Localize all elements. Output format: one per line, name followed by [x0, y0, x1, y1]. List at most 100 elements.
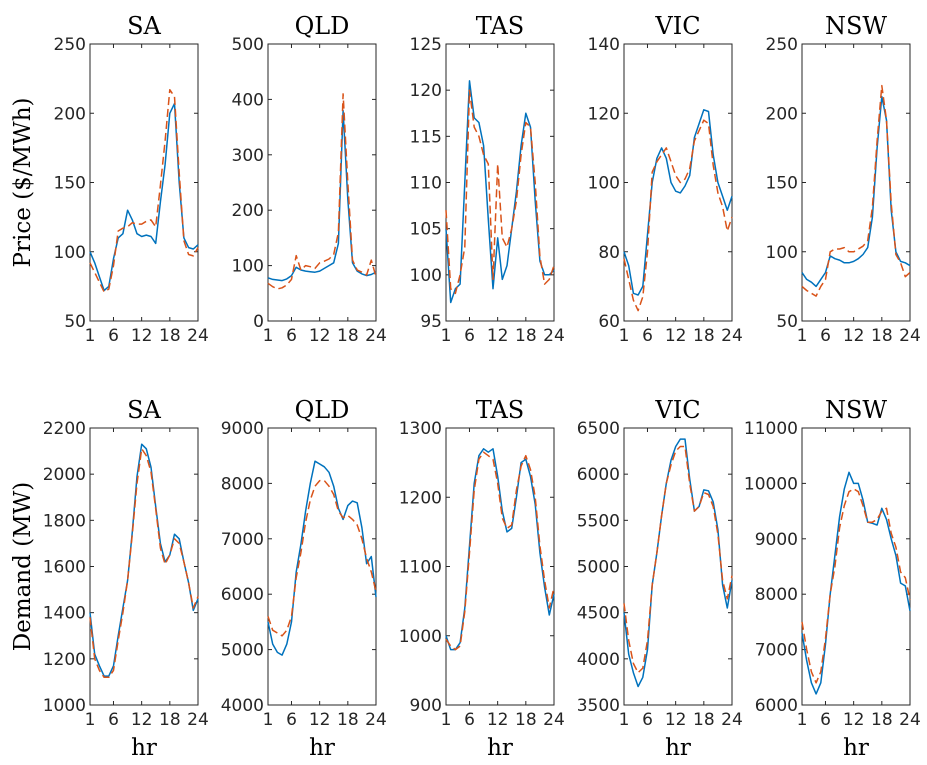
y-tick-label: 7000 — [221, 530, 264, 550]
series-line-solid — [89, 102, 199, 292]
y-tick-label: 1000 — [43, 696, 86, 716]
axes-frame — [445, 43, 555, 322]
y-tick-label: 200 — [766, 104, 798, 124]
y-tick-label: 50 — [64, 312, 86, 332]
subplot-nsw-demand: 6000 7000 8000 9000 10000 11000 1 6 12 18 24 NSW hr — [744, 396, 921, 761]
y-tick-label: 4500 — [577, 604, 620, 624]
x-tick-label: 12 — [665, 326, 687, 346]
subplot-title: SA — [127, 396, 161, 424]
x-axis-label: hr — [843, 735, 869, 761]
y-tick-label: 1300 — [399, 419, 442, 439]
x-tick-label: 1 — [797, 710, 808, 730]
x-tick-label: 18 — [159, 710, 181, 730]
x-tick-label: 12 — [487, 710, 509, 730]
x-tick-label: 24 — [187, 326, 209, 346]
x-tick-label: 12 — [309, 710, 331, 730]
x-tick-label: 12 — [309, 326, 331, 346]
x-tick-label: 18 — [337, 710, 359, 730]
subplot-sa-price: 50 100 150 200 250 1 6 12 18 24 SA Price ($/MWh) — [10, 12, 209, 346]
subplot-title: TAS — [476, 396, 524, 424]
series-line-dashed — [801, 84, 911, 297]
x-tick-label: 18 — [515, 710, 537, 730]
x-tick-label: 24 — [721, 326, 743, 346]
x-tick-label: 6 — [642, 326, 653, 346]
x-tick-label: 6 — [108, 326, 119, 346]
series-line-solid — [623, 438, 733, 688]
series-line-dashed — [89, 88, 199, 293]
x-tick-label: 18 — [871, 326, 893, 346]
y-tick-label: 1400 — [43, 604, 86, 624]
subplot-title: NSW — [825, 12, 887, 40]
series-line-dashed — [89, 448, 199, 679]
x-tick-label: 24 — [721, 710, 743, 730]
x-tick-label: 6 — [464, 326, 475, 346]
y-tick-label: 150 — [54, 174, 86, 194]
y-tick-label: 1800 — [43, 511, 86, 531]
x-tick-label: 6 — [820, 710, 831, 730]
y-tick-label: 50 — [776, 312, 798, 332]
x-tick-label: 1 — [619, 326, 630, 346]
y-tick-label: 1100 — [399, 558, 442, 578]
x-tick-label: 12 — [843, 710, 865, 730]
x-tick-label: 18 — [871, 710, 893, 730]
y-tick-label: 250 — [54, 35, 86, 55]
series-line-solid — [89, 443, 199, 677]
y-tick-label: 200 — [54, 104, 86, 124]
y-tick-label: 1600 — [43, 558, 86, 578]
x-tick-label: 24 — [187, 710, 209, 730]
subplot-title: QLD — [295, 396, 350, 424]
axes-frame — [267, 427, 377, 706]
series-line-solid — [267, 460, 377, 656]
subplot-nsw-price: 50 100 150 200 250 1 6 12 18 24 NSW — [766, 12, 921, 346]
y-tick-label: 1000 — [399, 627, 442, 647]
y-tick-label: 1200 — [399, 488, 442, 508]
x-tick-label: 1 — [619, 710, 630, 730]
y-tick-label: 3500 — [577, 696, 620, 716]
x-tick-label: 18 — [337, 326, 359, 346]
y-tick-label: 400 — [232, 90, 264, 110]
x-tick-label: 6 — [464, 710, 475, 730]
axes-frame — [89, 43, 199, 322]
subplot-tas-demand: 900 1000 1100 1200 1300 1 6 12 18 24 TAS hr — [399, 396, 565, 761]
y-tick-label: 11000 — [744, 419, 798, 439]
x-tick-label: 6 — [286, 710, 297, 730]
y-tick-label: 100 — [766, 243, 798, 263]
x-axis-label: hr — [665, 735, 691, 761]
y-tick-label: 150 — [766, 174, 798, 194]
x-tick-label: 1 — [85, 326, 96, 346]
x-tick-label: 12 — [487, 326, 509, 346]
subplot-title: QLD — [295, 12, 350, 40]
axes-frame — [623, 427, 733, 706]
y-tick-label: 8000 — [221, 474, 264, 494]
y-tick-label: 6000 — [577, 465, 620, 485]
series-line-dashed — [445, 451, 555, 651]
axes-frame — [267, 43, 377, 322]
y-tick-label: 4000 — [221, 696, 264, 716]
subplot-title: VIC — [654, 12, 700, 40]
x-tick-label: 6 — [642, 710, 653, 730]
x-axis-label: hr — [309, 735, 335, 761]
x-tick-label: 24 — [899, 326, 921, 346]
y-tick-label: 4000 — [577, 650, 620, 670]
series-line-solid — [623, 109, 733, 296]
y-tick-label: 5000 — [577, 558, 620, 578]
y-tick-label: 140 — [588, 35, 620, 55]
x-tick-label: 1 — [441, 710, 452, 730]
axes-frame — [801, 43, 911, 322]
subplot-vic-demand: 3500 4000 4500 5000 5500 6000 6500 1 6 12 18 24 VIC h… — [577, 396, 743, 761]
series-line-dashed — [801, 488, 911, 684]
y-tick-label: 80 — [598, 243, 620, 263]
x-axis-label: hr — [487, 735, 513, 761]
y-tick-label: 1200 — [43, 650, 86, 670]
x-tick-label: 1 — [441, 326, 452, 346]
x-tick-label: 6 — [286, 326, 297, 346]
y-tick-label: 10000 — [744, 474, 798, 494]
x-axis-label: hr — [131, 735, 157, 761]
x-tick-label: 18 — [693, 710, 715, 730]
series-line-solid — [445, 448, 555, 651]
subplot-title: VIC — [654, 396, 700, 424]
y-tick-label: 100 — [232, 257, 264, 277]
y-tick-label: 95 — [420, 312, 442, 332]
y-tick-label: 2000 — [43, 465, 86, 485]
